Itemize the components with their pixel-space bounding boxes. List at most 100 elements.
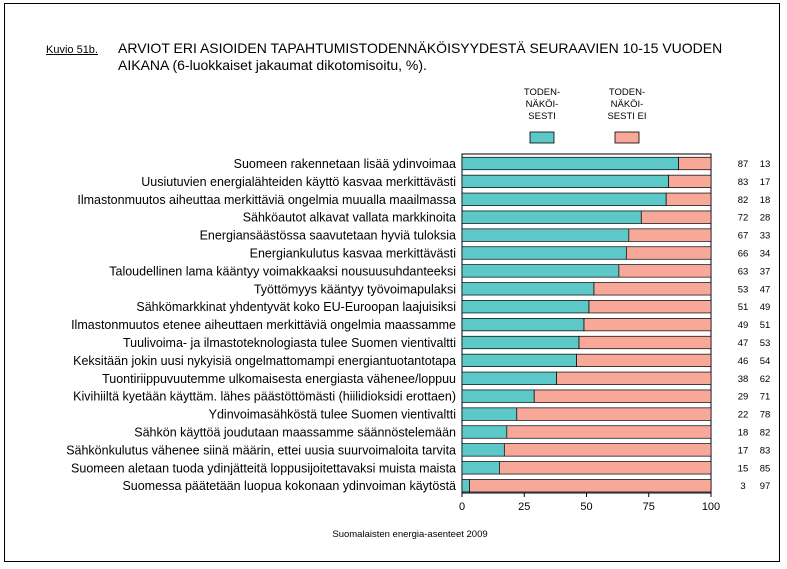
- value-label-no: 97: [760, 481, 771, 492]
- value-label-no: 18: [760, 195, 771, 206]
- bar-yes: [461, 443, 505, 457]
- bar-yes: [461, 246, 627, 260]
- bar-no: [533, 389, 712, 403]
- bar-no: [665, 192, 712, 206]
- legend-label-no: SESTI EI: [607, 111, 646, 122]
- value-label-no: 28: [760, 213, 771, 224]
- value-label-yes: 49: [738, 320, 749, 331]
- x-tick-label: 25: [518, 501, 530, 513]
- x-tick-label: 0: [459, 501, 465, 513]
- legend-label-no: NÄKÖI-: [611, 99, 644, 110]
- bar-no: [499, 461, 712, 475]
- bar-yes: [461, 425, 508, 439]
- figure-frame: [4, 3, 780, 562]
- value-label-yes: 66: [738, 249, 749, 260]
- bar-yes: [461, 156, 679, 171]
- value-label-no: 53: [760, 338, 771, 349]
- value-label-yes: 82: [738, 195, 749, 206]
- value-label-yes: 87: [738, 159, 749, 170]
- value-label-yes: 17: [738, 445, 749, 456]
- value-label-yes: 38: [738, 374, 749, 385]
- bar-yes: [461, 264, 620, 278]
- value-label-yes: 83: [738, 177, 749, 188]
- value-label-yes: 29: [738, 392, 749, 403]
- bar-no: [516, 407, 712, 421]
- value-label-yes: 72: [738, 213, 749, 224]
- bar-no: [576, 353, 712, 367]
- value-label-no: 71: [760, 392, 771, 403]
- value-label-yes: 22: [738, 410, 749, 421]
- value-label-no: 49: [760, 302, 771, 313]
- bar-no: [628, 228, 712, 242]
- legend-swatch-no: [614, 131, 640, 144]
- value-label-no: 85: [760, 463, 771, 474]
- bar-no: [556, 371, 712, 385]
- bar-no: [640, 210, 712, 224]
- category-label: Sähkönkulutus vähenee siinä määrin, ette…: [66, 443, 456, 457]
- category-label: Sähkön käyttöä joudutaan maassamme säänn…: [134, 426, 456, 440]
- bar-no: [506, 425, 712, 439]
- x-tick-label: 50: [580, 501, 592, 513]
- category-label: Sähkömarkkinat yhdentyvät koko EU-Euroop…: [136, 300, 456, 314]
- bar-no: [469, 479, 712, 493]
- bar-no: [583, 318, 712, 332]
- category-label: Keksitään jokin uusi nykyisiä ongelmatto…: [73, 354, 456, 368]
- figure-label: Kuvio 51b.: [46, 44, 98, 56]
- value-label-no: 51: [760, 320, 771, 331]
- category-label: Ilmastonmuutos etenee aiheuttaen merkitt…: [71, 318, 456, 332]
- value-label-yes: 53: [738, 284, 749, 295]
- category-label: Tuulivoima- ja ilmastoteknologiasta tule…: [123, 336, 456, 350]
- category-label: Suomessa päätetään luopua kokonaan ydinv…: [122, 479, 456, 493]
- bar-yes: [461, 407, 518, 421]
- value-label-no: 54: [760, 356, 771, 367]
- bar-no: [593, 282, 712, 296]
- value-label-no: 17: [760, 177, 771, 188]
- bar-no: [625, 246, 712, 260]
- value-label-yes: 51: [738, 302, 749, 313]
- category-label: Taloudellinen lama kääntyy voimakkaaksi …: [109, 264, 456, 278]
- legend-label-yes: TODEN-: [524, 87, 560, 98]
- category-label: Sähköautot alkavat vallata markkinoita: [243, 211, 456, 225]
- category-label: Uusiutuvien energialähteiden käyttö kasv…: [141, 175, 456, 189]
- category-label: Tuontiriippuvuutemme ulkomaisesta energi…: [102, 372, 456, 386]
- bar-no: [678, 156, 712, 171]
- bar-yes: [461, 282, 595, 296]
- source-caption: Suomalaisten energia-asenteet 2009: [332, 529, 487, 540]
- value-label-no: 82: [760, 428, 771, 439]
- bar-no: [668, 174, 712, 188]
- bar-yes: [461, 300, 590, 314]
- bar-yes: [461, 192, 667, 206]
- bar-yes: [461, 389, 535, 403]
- bar-yes: [461, 228, 630, 242]
- bar-yes: [461, 353, 577, 367]
- figure-title: ARVIOT ERI ASIOIDEN TAPAHTUMISTODENNÄKÖI…: [118, 40, 723, 73]
- bar-no: [578, 335, 712, 350]
- legend-swatch-yes: [529, 131, 555, 144]
- value-label-no: 47: [760, 284, 771, 295]
- value-label-yes: 3: [740, 481, 745, 492]
- value-label-yes: 47: [738, 338, 749, 349]
- value-label-no: 78: [760, 410, 771, 421]
- bar-yes: [461, 335, 580, 350]
- bar-no: [503, 443, 712, 457]
- bar-yes: [461, 461, 500, 475]
- value-label-yes: 63: [738, 266, 749, 277]
- value-label-no: 34: [760, 249, 771, 260]
- category-label: Ydinvoimasähköstä tulee Suomen vientival…: [209, 408, 456, 422]
- category-label: Työttömyys kääntyy työvoimapulaksi: [254, 282, 456, 296]
- value-label-yes: 15: [738, 463, 749, 474]
- category-label: Kivihiiltä kyetään käyttäm. lähes päästö…: [73, 390, 456, 404]
- bar-yes: [461, 210, 642, 224]
- value-label-no: 13: [760, 159, 771, 170]
- category-label: Suomeen aletaan tuoda ydinjätteitä loppu…: [71, 461, 456, 475]
- value-label-yes: 67: [738, 231, 749, 242]
- category-label: Energiansäästössa saavutetaan hyviä tulo…: [200, 229, 456, 243]
- bar-yes: [461, 174, 670, 188]
- bar-no: [618, 264, 712, 278]
- value-label-yes: 18: [738, 428, 749, 439]
- bar-no: [588, 300, 712, 314]
- value-label-yes: 46: [738, 356, 749, 367]
- bar-yes: [461, 318, 585, 332]
